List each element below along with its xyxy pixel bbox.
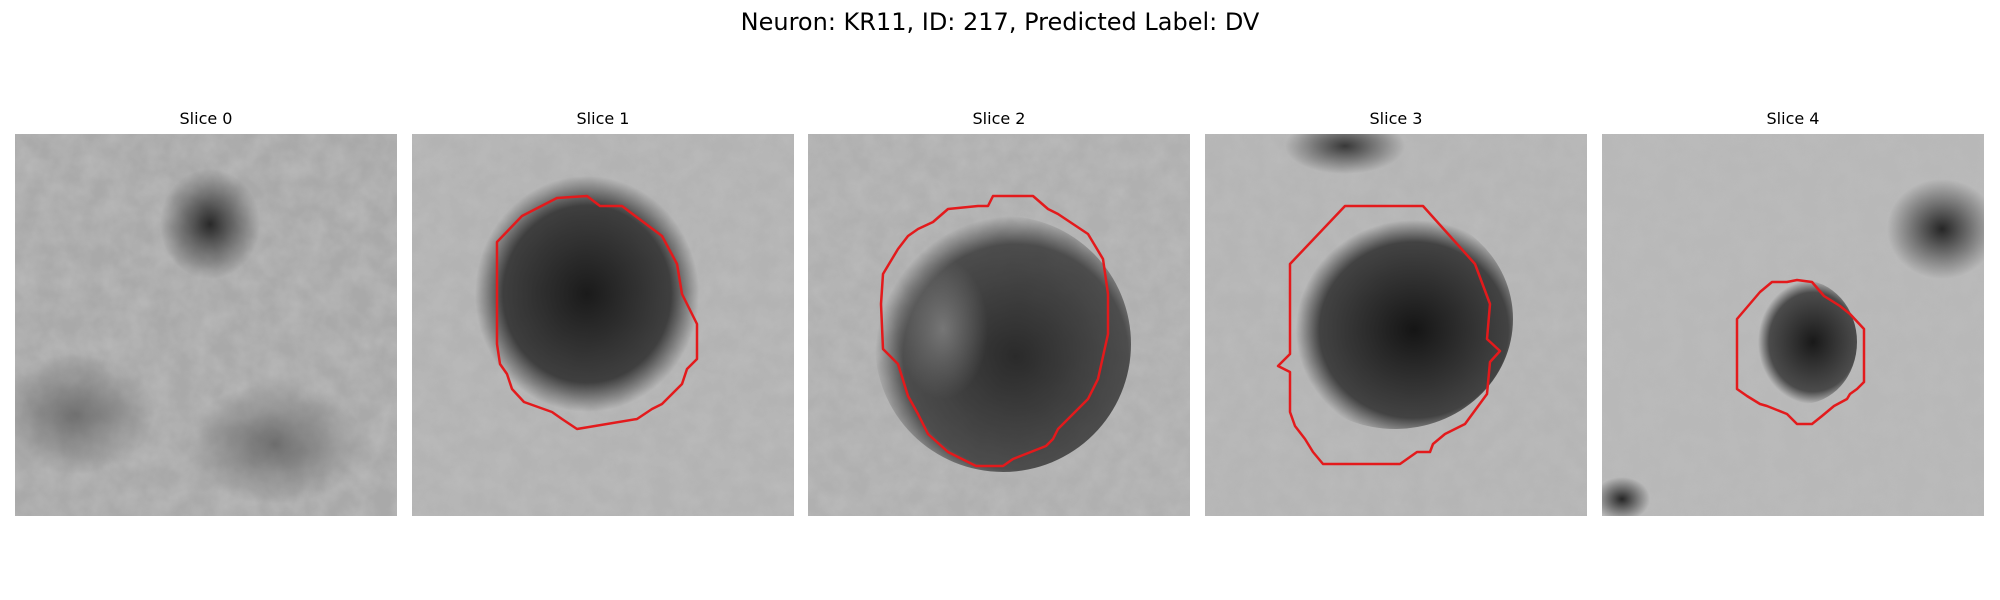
slice-2-contour (879, 194, 1110, 468)
slice-4-dark-corner (1602, 477, 1650, 516)
slice-1-image (412, 134, 794, 516)
slice-3-cell (1277, 209, 1513, 429)
panel-title-slice-3: Slice 3 (1369, 109, 1423, 128)
slice-4-image (1602, 134, 1984, 516)
figure-title: Neuron: KR11, ID: 217, Predicted Label: … (740, 8, 1260, 36)
slice-4-cell (1747, 280, 1857, 404)
slice-0-shadow-left (15, 354, 155, 474)
slice-3-dark-top (1285, 134, 1405, 174)
slice-3-contour (1276, 204, 1502, 466)
slice-0-image (15, 134, 397, 516)
slice-2-image (808, 134, 1190, 516)
panel-title-slice-1: Slice 1 (576, 109, 630, 128)
slice-1-svg (412, 134, 794, 516)
slice-2-svg (808, 134, 1190, 516)
panel-title-slice-0: Slice 0 (179, 109, 233, 128)
panel-title-slice-2: Slice 2 (972, 109, 1026, 128)
slice-3-svg (1205, 134, 1587, 516)
slice-0-dark-region (160, 169, 260, 279)
slice-4-svg (1602, 134, 1984, 516)
slice-2-bright-region (898, 259, 988, 399)
slice-3-image (1205, 134, 1587, 516)
slice-4-dark-upper-right (1887, 179, 1984, 279)
slice-1-contour (495, 194, 699, 431)
slice-0-shadow-right (185, 384, 365, 504)
slice-1-cell (475, 176, 699, 412)
slice-4-contour (1735, 278, 1866, 426)
slice-0-svg (15, 134, 397, 516)
panel-title-slice-4: Slice 4 (1766, 109, 1820, 128)
